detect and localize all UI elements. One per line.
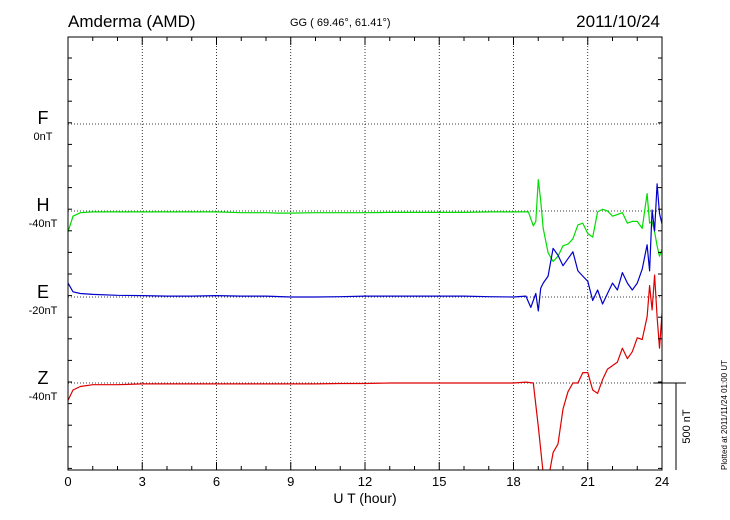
station-title: Amderma (AMD)	[68, 12, 196, 31]
series-layer	[68, 179, 662, 470]
x-tick-label: 12	[358, 474, 372, 489]
x-tick-label: 18	[506, 474, 520, 489]
scale-bar: 500 nT	[654, 382, 693, 470]
component-name: F	[37, 108, 49, 128]
component-name: H	[36, 195, 50, 215]
x-axis-label: U T (hour)	[333, 490, 396, 506]
component-label-Z: Z -40nT	[8, 368, 78, 403]
component-label-H: H -40nT	[8, 195, 78, 230]
x-tick-label: 24	[655, 474, 669, 489]
date-title: 2011/10/24	[576, 12, 660, 31]
component-baseline: -40nT	[28, 391, 58, 403]
component-label-F: F 0nT	[8, 108, 78, 143]
x-axis: 0 3 6 9 12 15 18 21 24	[64, 37, 669, 489]
component-baseline: -20nT	[28, 305, 58, 317]
series-line-E	[68, 183, 662, 312]
x-tick-label: 21	[581, 474, 595, 489]
component-baseline: 0nT	[33, 131, 53, 143]
x-tick-label: 0	[64, 474, 71, 489]
x-tick-label: 15	[432, 474, 446, 489]
component-name: Z	[37, 368, 49, 388]
x-tick-label: 3	[139, 474, 146, 489]
series-line-H	[68, 179, 662, 263]
series-line-Z	[68, 274, 662, 470]
x-tick-label: 9	[287, 474, 294, 489]
component-baseline: -40nT	[28, 218, 58, 230]
coordinates-label: GG ( 69.46°, 61.41°)	[290, 17, 391, 29]
component-name: E	[36, 282, 49, 302]
component-label-E: E -20nT	[8, 282, 78, 317]
plotted-timestamp: Plotted at 2011/11/24 01:00 UT	[720, 359, 729, 470]
x-tick-label: 6	[213, 474, 220, 489]
scale-bar-label: 500 nT	[681, 409, 693, 444]
